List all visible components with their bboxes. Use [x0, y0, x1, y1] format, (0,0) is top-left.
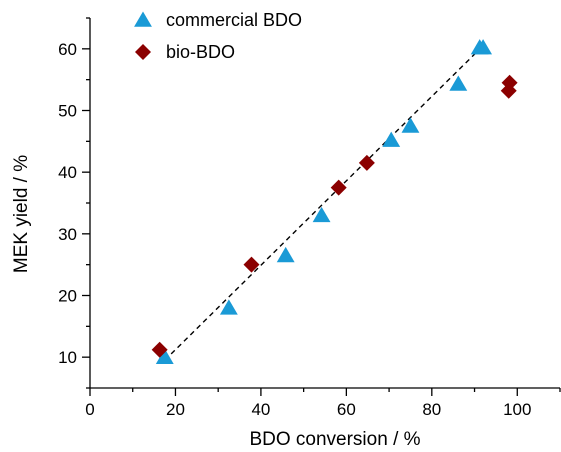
fit-line [164, 45, 484, 361]
bio-bdo-point [151, 341, 168, 358]
commercial-bdo-point [401, 117, 420, 133]
commercial-bdo-point [382, 131, 401, 147]
commercial-bdo-point [276, 246, 295, 263]
fit-line-group [164, 45, 484, 361]
y-tick-label: 30 [58, 225, 77, 244]
legend-label: commercial BDO [166, 10, 302, 30]
data-points [151, 39, 518, 364]
x-axis-title: BDO conversion / % [249, 429, 420, 450]
x-tick-label: 40 [251, 400, 270, 419]
y-axis-title: MEK yield / % [11, 155, 32, 273]
commercial-bdo-point [474, 39, 493, 55]
y-tick-label: 50 [58, 102, 77, 121]
bio-bdo-point [330, 179, 347, 196]
y-tick-label: 40 [58, 163, 77, 182]
x-tick-label: 20 [166, 400, 185, 419]
commercial-bdo-point [449, 75, 468, 91]
y-tick-label: 20 [58, 287, 77, 306]
commercial-bdo-point [219, 299, 238, 315]
x-tick-label: 60 [337, 400, 356, 419]
legend-label: bio-BDO [166, 42, 235, 62]
bio-bdo-point [243, 256, 260, 273]
legend-marker-commercial-bdo [134, 11, 152, 27]
legend: commercial BDO bio-BDO [134, 10, 302, 62]
y-tick-label: 60 [58, 40, 77, 59]
commercial-bdo-point [312, 206, 331, 223]
x-tick-label: 0 [85, 400, 94, 419]
bio-bdo-point [500, 82, 517, 99]
axes: 0 20 40 60 80 100 10 20 30 40 50 60 [58, 17, 561, 419]
x-tick-label: 100 [503, 400, 531, 419]
x-tick-label: 80 [422, 400, 441, 419]
commercial-bdo-point [155, 348, 174, 364]
bio-bdo-point [358, 154, 375, 171]
legend-marker-bio-bdo [135, 44, 151, 60]
y-tick-label: 10 [58, 348, 77, 367]
